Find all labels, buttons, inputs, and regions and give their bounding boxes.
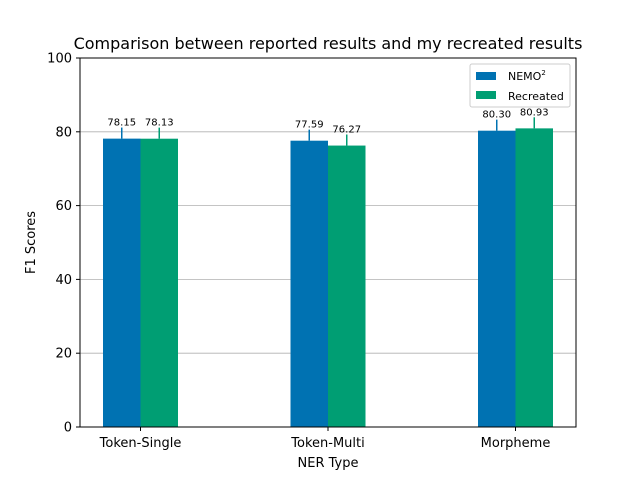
legend: NEMO2 Recreated [469, 63, 571, 108]
y-tick-label: 100 [47, 52, 72, 67]
legend-swatch-recreated [476, 91, 496, 99]
x-tick-label: Token-Single [99, 436, 182, 451]
bar [515, 128, 553, 428]
bars [103, 117, 553, 428]
y-tick-label: 0 [64, 421, 72, 436]
x-tick-label: Token-Multi [290, 436, 364, 451]
bar [140, 138, 178, 427]
y-tick-label: 60 [55, 199, 72, 214]
bar [103, 138, 141, 427]
y-tick-label: 40 [55, 273, 72, 288]
legend-label-recreated: Recreated [508, 90, 564, 103]
x-tick-label: Morpheme [481, 436, 551, 451]
x-axis-label: NER Type [298, 456, 359, 471]
legend-swatch-nemo [476, 72, 496, 80]
y-tick-label: 20 [55, 347, 72, 362]
bar-value-label: 80.30 [482, 110, 511, 121]
bar-value-label: 76.27 [332, 124, 361, 135]
x-axis-ticks: Token-Single Token-Multi Morpheme [99, 427, 551, 451]
bar-value-label: 78.13 [145, 118, 174, 129]
bar [328, 145, 366, 427]
chart-title: Comparison between reported results and … [74, 34, 583, 53]
bar [290, 140, 328, 427]
bar-value-label: 77.59 [295, 120, 324, 131]
bar [478, 130, 516, 427]
y-tick-label: 80 [55, 125, 72, 140]
y-axis-label: F1 Scores [24, 211, 39, 274]
bar-value-label: 78.15 [107, 118, 136, 129]
y-axis-ticks: 0 20 40 60 80 100 [47, 52, 80, 436]
bar-value-labels: 78.15 77.59 80.30 78.13 76.27 80.93 [107, 107, 548, 135]
bar-value-label: 80.93 [520, 107, 549, 118]
legend-label-nemo: NEMO2 [508, 69, 546, 83]
